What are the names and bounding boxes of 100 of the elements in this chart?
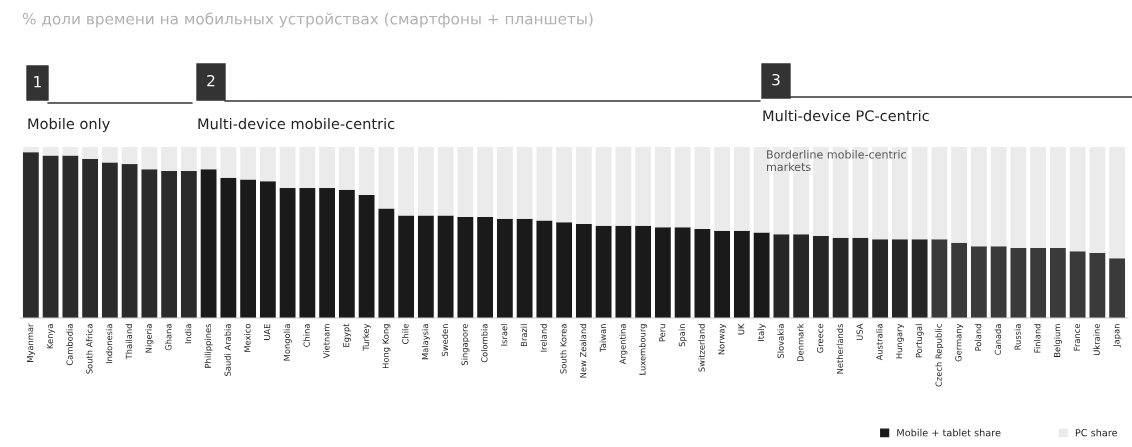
x-tick-label: Vietnam	[323, 324, 330, 359]
x-tick-label: Singapore	[461, 324, 470, 366]
x-tick-label: Philippines	[204, 323, 213, 368]
bar	[220, 147, 237, 178]
bar	[733, 230, 750, 318]
bar	[812, 235, 829, 318]
bar	[200, 169, 217, 318]
bar	[378, 147, 395, 209]
x-tick-label: Peru	[659, 324, 666, 342]
x-tick-label: Greece	[817, 324, 824, 353]
bar	[338, 189, 355, 318]
x-tick-label: France	[1073, 324, 1081, 351]
x-tick-label: Cambodia	[66, 324, 73, 366]
x-tick-label: Indonesia	[105, 324, 113, 364]
x-tick-label: Poland	[974, 324, 982, 351]
x-tick-label: Kenya	[46, 324, 55, 349]
bar	[674, 227, 691, 318]
bar	[1049, 147, 1066, 248]
bar	[22, 152, 39, 318]
x-tick-label: Sweden	[441, 324, 449, 356]
bar	[477, 147, 494, 218]
bar	[319, 147, 336, 189]
bar	[437, 147, 454, 216]
x-tick-label: India	[184, 324, 192, 344]
x-tick-label: Egypt	[343, 323, 351, 347]
x-tick-label: USA	[856, 323, 863, 341]
x-tick-label: Malaysia	[421, 324, 430, 360]
bar	[496, 218, 513, 318]
bar	[161, 147, 178, 171]
x-tick-label: Japan	[1113, 324, 1122, 348]
x-tick-label: UK	[738, 323, 745, 335]
bar	[911, 147, 928, 240]
bar	[457, 217, 474, 318]
bar	[121, 147, 138, 165]
bar	[338, 147, 355, 190]
bar	[398, 147, 415, 216]
bar	[1010, 247, 1027, 318]
x-tick-label: Myanmar	[27, 323, 35, 362]
text: Multi-device PC-centric	[763, 109, 929, 122]
x-tick-label: Thailand	[125, 324, 133, 360]
bar	[832, 237, 849, 318]
bar	[951, 147, 968, 243]
bar	[1069, 251, 1086, 318]
bar	[970, 147, 987, 247]
bar	[1030, 147, 1047, 248]
bar	[299, 147, 316, 189]
text: 2	[207, 74, 215, 87]
x-tick-label: Nigeria	[145, 324, 154, 353]
bar	[1069, 147, 1086, 252]
bar	[42, 147, 59, 156]
x-tick-label: Colombia	[481, 324, 488, 363]
bar	[773, 234, 790, 318]
bar	[891, 239, 908, 318]
bar	[753, 232, 770, 318]
bar	[654, 147, 671, 228]
bar	[990, 246, 1007, 318]
x-tick-label: Russia	[1014, 324, 1021, 350]
bar	[358, 147, 375, 195]
bar	[911, 239, 928, 318]
x-tick-label: Mexico	[244, 324, 251, 352]
bar	[694, 147, 711, 230]
bar	[1109, 147, 1126, 259]
bar	[694, 229, 711, 318]
text: Mobile only	[28, 117, 110, 133]
bar	[42, 155, 59, 318]
bar	[437, 215, 454, 318]
x-tick-label: Taiwan	[599, 324, 607, 352]
bar	[240, 179, 257, 318]
bar	[62, 147, 79, 156]
bar	[1049, 247, 1066, 318]
x-tick-label: Canada	[994, 324, 1002, 355]
bar	[990, 147, 1007, 247]
x-tick-label: Denmark	[797, 323, 804, 362]
bar	[872, 239, 889, 318]
bar	[141, 169, 158, 318]
bar	[180, 170, 197, 318]
annotation: Borderline mobile-centric markets	[767, 150, 906, 172]
bar	[220, 177, 237, 318]
x-tick-label: Portugal	[915, 324, 924, 358]
bar	[714, 230, 731, 318]
x-tick-label: Slovakia	[777, 324, 784, 358]
bar	[556, 147, 573, 223]
x-tick-label: Finland	[1034, 324, 1041, 353]
bar	[417, 215, 434, 318]
x-tick-label: New Zealand	[579, 324, 587, 378]
bar	[378, 208, 395, 318]
x-tick-label: South Africa	[86, 324, 93, 374]
bar	[477, 217, 494, 318]
x-tick-label: South Korea	[560, 324, 567, 374]
x-tick-label: Israel	[500, 324, 508, 346]
x-tick-label: Ireland	[540, 324, 547, 352]
x-tick-label: Germany	[955, 323, 964, 362]
bar	[299, 188, 316, 318]
bar	[358, 194, 375, 318]
bar	[635, 147, 652, 226]
bar	[516, 218, 533, 318]
x-tick-label: Mongolia	[283, 324, 292, 361]
x-tick-label: Italy	[757, 323, 766, 341]
bar	[101, 147, 118, 163]
bar	[615, 147, 632, 226]
